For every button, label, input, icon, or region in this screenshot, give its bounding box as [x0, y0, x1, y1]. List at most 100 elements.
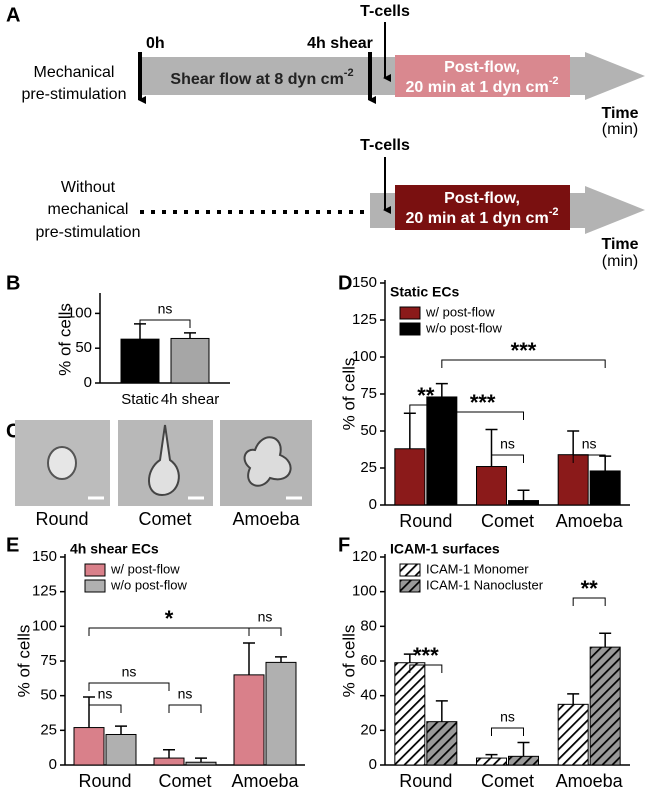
y-tick-label: 0 — [369, 756, 377, 773]
significance-bracket — [88, 682, 170, 691]
error-bar — [403, 653, 416, 663]
legend-swatch — [399, 306, 421, 320]
bar — [120, 338, 160, 384]
error-bar — [243, 642, 255, 675]
significance-bracket — [441, 359, 606, 368]
timeline-arrowhead — [585, 186, 645, 234]
superscript: -2 — [344, 67, 354, 79]
significance-label: ns — [582, 436, 597, 452]
postflow-label: 20 min at 1 dyn cm-2 — [406, 75, 559, 96]
bar — [185, 761, 217, 766]
y-tick-label: 125 — [32, 583, 57, 600]
superscript: -2 — [549, 206, 559, 218]
cell — [47, 446, 77, 480]
y-axis-label: % of cells — [55, 303, 74, 376]
text: 20 min at 1 dyn cm — [406, 210, 549, 227]
y-tick-label: 60 — [360, 652, 377, 669]
row-label: Without — [61, 179, 116, 196]
error-bar — [567, 693, 580, 705]
y-tick-label: 75 — [360, 385, 377, 402]
error-bar — [184, 332, 196, 339]
legend-label: w/o post-flow — [425, 320, 502, 335]
x-tick-label: Amoeba — [556, 771, 624, 788]
x-tick-label: Amoeba — [556, 511, 624, 531]
timeline-1: 0h 4h shear T-cells Mechanical pre-stimu… — [22, 3, 645, 138]
significance-label: ** — [581, 576, 599, 601]
significance-bracket — [409, 664, 443, 673]
panel-label: E — [6, 534, 19, 556]
y-tick-label: 125 — [352, 311, 377, 328]
panel-label: A — [6, 4, 20, 26]
bar — [508, 500, 539, 506]
significance-bracket — [88, 704, 122, 713]
bar — [233, 674, 265, 766]
bar — [476, 757, 507, 766]
micrographs: Round Comet Amoeba — [15, 420, 312, 529]
row-label: mechanical — [48, 201, 129, 218]
bar — [394, 448, 426, 506]
y-tick-label: 80 — [360, 617, 377, 634]
tcell-label: T-cells — [360, 3, 410, 20]
y-tick-label: 100 — [352, 348, 377, 365]
bar — [170, 337, 210, 384]
postflow-box — [395, 55, 570, 97]
x-tick-label: Round — [399, 511, 452, 531]
significance-bracket — [441, 411, 524, 420]
bar — [153, 757, 185, 766]
y-tick-label: 150 — [32, 548, 57, 565]
error-bar — [517, 741, 530, 757]
bar — [589, 646, 621, 766]
bar — [508, 755, 539, 766]
text: 20 min at 1 dyn cm — [406, 79, 549, 96]
axis-label: Time — [601, 105, 638, 122]
significance-label: *** — [470, 390, 496, 415]
y-axis-label: % of cells — [339, 358, 358, 431]
y-tick-label: 120 — [352, 548, 377, 565]
x-tick-label: Round — [399, 771, 452, 788]
legend-label: w/ post-flow — [425, 304, 495, 319]
superscript: -2 — [549, 75, 559, 87]
significance-bracket — [168, 704, 202, 713]
y-axis-label: % of cells — [14, 625, 33, 698]
y-tick-label: 100 — [352, 583, 377, 600]
image-label: Round — [35, 509, 88, 529]
panel-label: D — [338, 272, 352, 294]
y-tick-label: 50 — [360, 422, 377, 439]
significance-label: ns — [500, 436, 515, 452]
y-tick-label: 20 — [360, 721, 377, 738]
bar — [265, 661, 297, 766]
row-label: pre-stimulation — [36, 224, 141, 241]
chart-title: Static ECs — [390, 284, 459, 300]
y-tick-label: 75 — [40, 652, 57, 669]
panel-label: F — [338, 534, 350, 556]
x-tick-label: Round — [78, 771, 131, 788]
postflow-label: Post-flow, — [444, 190, 520, 207]
y-tick-label: 100 — [32, 617, 57, 634]
y-tick-label: 150 — [352, 274, 377, 291]
cell — [243, 436, 292, 487]
legend-label: ICAM-1 Monomer — [426, 561, 529, 576]
significance-bracket — [248, 627, 282, 636]
axis-unit: (min) — [602, 121, 638, 138]
row-label: pre-stimulation — [22, 86, 127, 103]
panel-label: B — [6, 272, 20, 294]
error-bar — [517, 489, 530, 501]
y-tick-label: 50 — [75, 339, 92, 356]
error-bar — [275, 656, 287, 663]
y-axis-label: % of cells — [339, 625, 358, 698]
cell — [148, 424, 180, 497]
error-bar — [435, 700, 448, 722]
significance-bracket — [572, 597, 606, 606]
y-tick-label: 25 — [40, 721, 57, 738]
bar — [589, 470, 621, 506]
legend-swatch — [399, 579, 421, 593]
image-label: Comet — [138, 509, 191, 529]
shear-label: Shear flow at 8 dyn cm-2 — [170, 67, 353, 88]
bar — [426, 721, 458, 766]
significance-bracket — [572, 454, 606, 463]
error-bar — [115, 725, 127, 735]
postflow-label: 20 min at 1 dyn cm-2 — [406, 206, 559, 227]
significance-label: *** — [511, 338, 537, 363]
y-tick-label: 0 — [84, 374, 92, 391]
